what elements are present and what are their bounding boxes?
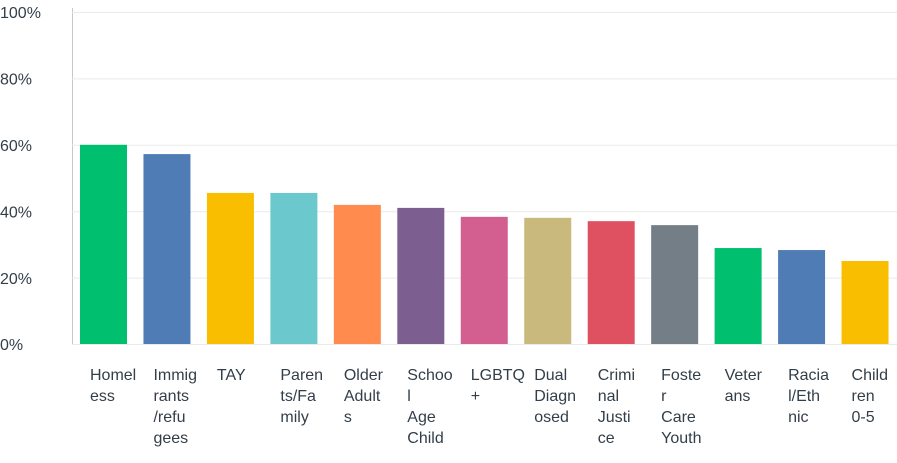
bar — [80, 144, 127, 344]
x-tick-label: Racia l/Eth nic — [788, 367, 829, 426]
bar — [841, 261, 889, 344]
y-tick-label: 20% — [0, 271, 32, 288]
bar — [206, 192, 254, 344]
y-tick-label: 40% — [0, 204, 32, 221]
x-tick-label: Homel ess — [90, 367, 136, 405]
x-tick-label: Crimi nal Justi ce — [598, 367, 635, 447]
bar — [587, 221, 635, 344]
x-tick-label: LGBTQ + — [471, 367, 525, 405]
bar — [714, 248, 762, 344]
bar — [778, 250, 826, 344]
bar — [651, 225, 699, 344]
x-tick-label: TAY — [217, 367, 246, 384]
x-tick-label: Immig rants/refu gees — [153, 367, 197, 447]
x-tick-label: Foste r Care Youth — [661, 367, 701, 447]
y-tick-label: 100% — [0, 5, 41, 22]
bar — [333, 204, 381, 344]
bar — [524, 217, 572, 344]
x-tick-label: Older Adult s — [344, 367, 384, 426]
x-tick-label: Paren ts/Fa mily — [280, 367, 323, 426]
bar — [143, 154, 191, 344]
bar — [270, 192, 318, 344]
x-tick-label: Child ren 0-5 — [852, 367, 888, 426]
bar — [460, 216, 508, 344]
y-tick-label: 80% — [0, 72, 32, 89]
bar — [397, 207, 445, 344]
x-tick-label: Dual Diagn osed — [534, 367, 576, 426]
y-tick-label: 60% — [0, 138, 32, 155]
x-tick-label: Schoo l Age Child — [407, 367, 452, 447]
y-tick-label: 0% — [0, 337, 23, 354]
x-tick-label: Veter ans — [725, 367, 763, 405]
